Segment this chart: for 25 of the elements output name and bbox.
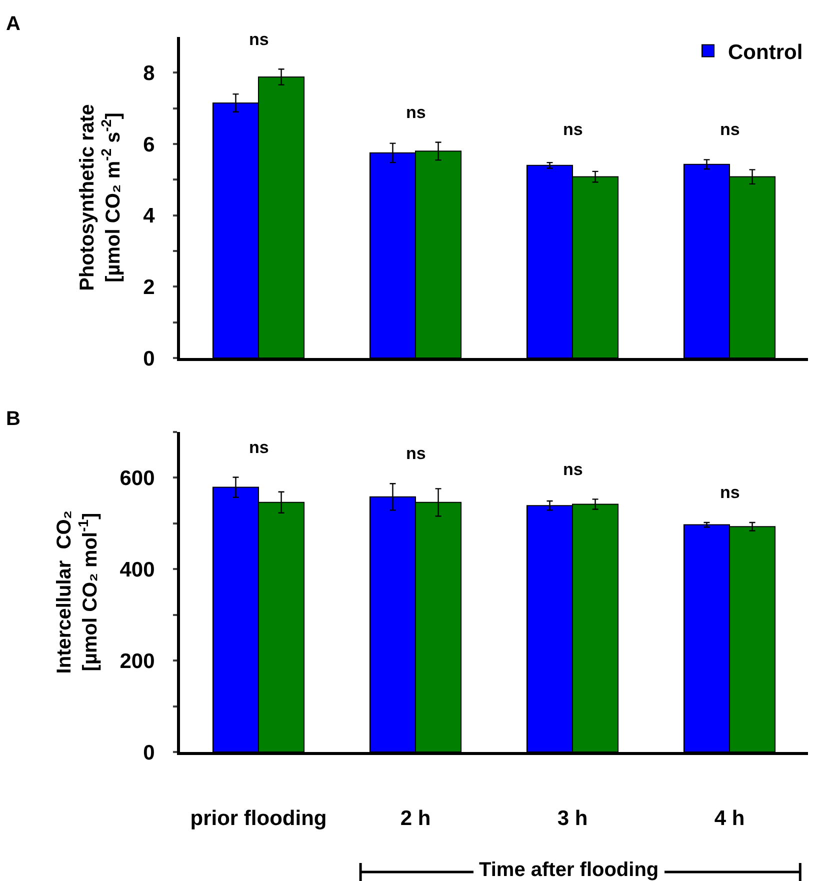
annotation: ns [249, 30, 269, 49]
x-tick-label: 4 h [714, 807, 745, 830]
legend-label: Control [728, 40, 803, 64]
y-tick-label: 4 [143, 204, 156, 228]
x-tick-label: 3 h [557, 807, 588, 830]
annotation: ns [563, 460, 583, 479]
text: B [6, 408, 20, 430]
y-tick-label: 200 [120, 650, 155, 673]
annotation: ns [720, 483, 740, 502]
x-tick-label: 2 h [400, 807, 431, 830]
y-tick-label: 400 [120, 558, 155, 582]
annotation: ns [563, 120, 583, 139]
annotation: ns [249, 438, 269, 457]
y-tick-label: 0 [143, 347, 155, 370]
y-tick-label: 600 [120, 467, 155, 490]
y-tick-label: 0 [143, 741, 155, 764]
annotation: ns [406, 444, 426, 463]
text: Time after flooding [479, 859, 659, 881]
annotation: ns [406, 103, 426, 122]
text: A [6, 13, 20, 35]
annotation: ns [720, 120, 740, 139]
y-tick-label: 8 [143, 62, 156, 86]
y-tick-label: 2 [143, 276, 155, 300]
x-tick-label: prior flooding [190, 807, 327, 830]
y-tick-label: 6 [143, 133, 155, 156]
